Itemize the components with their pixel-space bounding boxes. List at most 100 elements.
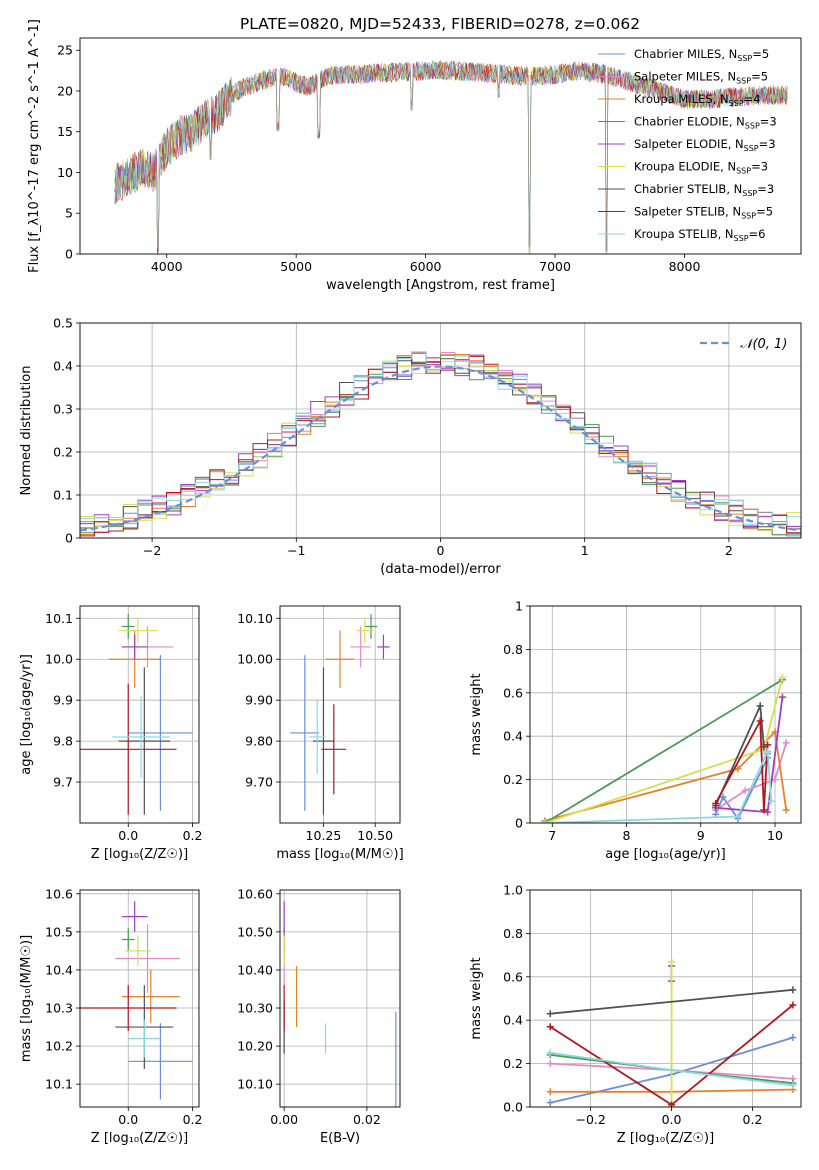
errorbar-chabrier-stelib (313, 667, 334, 815)
y-tick-label: 0.5 (53, 316, 73, 331)
x-tick-label: −1 (287, 543, 305, 558)
weight-marker-kroupa-miles (782, 806, 790, 814)
x-tick-label: −0.2 (575, 1112, 605, 1127)
plot-area (80, 351, 801, 537)
weight-marker-kroupa-stelib (546, 1049, 554, 1057)
y-tick-label: 10.40 (237, 962, 273, 977)
histogram-chabrier-elodie (80, 354, 801, 536)
weight-marker-chabrier-stelib (546, 1010, 554, 1018)
axes-frame (279, 605, 401, 824)
errorbar-salpeter-elodie (121, 634, 148, 660)
errorbar-salpeter-miles (350, 626, 372, 668)
y-tick-label: 10.10 (237, 611, 273, 626)
axes-frame (79, 322, 802, 539)
axes-frame (529, 889, 802, 1108)
plot-area (114, 60, 788, 254)
y-tick-label: 0.0 (503, 1100, 523, 1115)
y-tick-label: 10.1 (45, 1077, 73, 1092)
errorbar-salpeter-elodie (121, 901, 148, 932)
weight-marker-kroupa-stelib (668, 1066, 676, 1074)
y-tick-label: 10.2 (45, 1039, 73, 1054)
legend-label-salpeter-miles: Salpeter MILES, NSSP=5 (634, 70, 768, 86)
x-tick-label: 7 (548, 828, 556, 843)
errorbar-salpeter-elodie (377, 634, 390, 660)
y-tick-label: 10.5 (45, 924, 73, 939)
legend: 𝒩(0, 1) (700, 337, 787, 352)
errorbar-chabrier-elodie (121, 614, 135, 639)
normal-curve (80, 365, 801, 532)
axes-frame (529, 605, 802, 824)
y-tick-label: 0.1 (53, 488, 73, 503)
y-tick-label: 0 (515, 816, 523, 831)
x-tick-label: 0.0 (118, 828, 138, 843)
plot-area (290, 614, 390, 815)
weight-marker-salpeter-stelib (668, 1101, 676, 1107)
x-axis-label: Z [log₁₀(Z/Z☉)] (91, 1131, 188, 1146)
panel-mass-vs-ebv: 0.00 0.02 10.10 10.20 10.30 10.40 10.50 10.60 E(… (237, 886, 401, 1146)
y-tick-label: 15 (57, 124, 73, 139)
x-tick-label: 8 (623, 828, 631, 843)
plot-area (541, 674, 790, 823)
weight-line-chabrier-elodie (544, 679, 783, 823)
x-axis-label: Z [log₁₀(Z/Z☉)] (91, 847, 188, 862)
x-tick-label: 0.0 (118, 1112, 138, 1127)
errorbar-chabrier-miles (128, 1023, 193, 1100)
y-axis-label: Flux [f_λ10^-17 erg cm^-2 s^-1 A^-1] (27, 19, 42, 273)
y-tick-label: 9.80 (245, 734, 273, 749)
x-axis-label: wavelength [Angstrom, rest frame] (326, 278, 555, 293)
errorbar-kroupa-elodie (125, 935, 151, 967)
weight-marker-salpeter-stelib (756, 717, 764, 725)
weight-marker-chabrier-stelib (756, 702, 764, 710)
weight-line-kroupa-stelib (544, 751, 773, 823)
x-axis-label: E(B-V) (320, 1131, 360, 1146)
weight-marker-kroupa-miles (546, 1088, 554, 1096)
errorbar-chabrier-miles (290, 655, 320, 811)
weight-marker-chabrier-stelib (789, 986, 797, 994)
axes-frame (79, 605, 200, 824)
errorbar-salpeter-miles (115, 924, 180, 993)
weight-marker-kroupa-miles (734, 765, 742, 773)
x-tick-label: 6000 (410, 259, 442, 274)
x-tick-label: 0.2 (183, 1112, 203, 1127)
y-tick-label: 9.70 (245, 775, 273, 790)
weight-line-chabrier-stelib (550, 988, 793, 1015)
errorbar-chabrier-elodie (364, 614, 378, 639)
y-tick-label: 10.00 (237, 652, 273, 667)
x-tick-label: 0.2 (183, 828, 203, 843)
y-tick-label: 0.6 (503, 969, 523, 984)
x-tick-label: 10.25 (306, 828, 342, 843)
figure-title: PLATE=0820, MJD=52433, FIBERID=0278, z=0… (240, 15, 640, 33)
weight-marker-salpeter-stelib (760, 806, 768, 814)
x-tick-label: 10.50 (357, 828, 393, 843)
y-tick-label: 1.0 (503, 883, 523, 898)
weight-marker-salpeter-miles (782, 739, 790, 747)
legend-label-kroupa-stelib: Kroupa STELIB, NSSP=6 (634, 227, 765, 243)
x-tick-label: 0 (437, 543, 445, 558)
errorbar-chabrier-stelib (118, 667, 171, 815)
x-axis-label: Z [log₁₀(Z/Z☉)] (617, 1131, 714, 1146)
y-tick-label: 10 (57, 165, 73, 180)
panel-residuals: −2 −1 0 1 2 0 0.1 0.2 0.3 0.4 0.5 (data-model)/erro… (19, 316, 802, 577)
y-tick-label: 10.1 (45, 611, 73, 626)
y-tick-label: 10.50 (237, 924, 273, 939)
legend-label-chabrier-miles: Chabrier MILES, NSSP=5 (634, 47, 769, 63)
plot-area (80, 901, 193, 1100)
y-axis-label: age [log₁₀(age/yr)] (19, 654, 34, 775)
y-axis-label: mass [log₁₀(M/M☉)] (19, 935, 34, 1062)
y-tick-label: 0.8 (503, 926, 523, 941)
weight-line-salpeter-miles (715, 742, 788, 811)
y-axis-label: mass weight (469, 673, 484, 755)
plot-area (80, 614, 193, 815)
errorbar-salpeter-stelib (80, 985, 177, 1031)
plot-area (283, 901, 397, 1107)
panel-weight-vs-age: 7 8 9 10 0 0.2 0.4 0.6 0.8 1 age [log₁₀(age/yr)] ma… (469, 599, 802, 862)
errorbar-kroupa-stelib (128, 1019, 161, 1058)
x-tick-label: 5000 (280, 259, 312, 274)
errorbar-kroupa-elodie (118, 618, 158, 643)
y-tick-label: 5 (65, 206, 73, 221)
axes-frame (79, 889, 200, 1108)
weight-marker-salpeter-elodie (764, 808, 772, 816)
x-tick-label: 8000 (669, 259, 701, 274)
y-tick-label: 0.2 (503, 772, 523, 787)
